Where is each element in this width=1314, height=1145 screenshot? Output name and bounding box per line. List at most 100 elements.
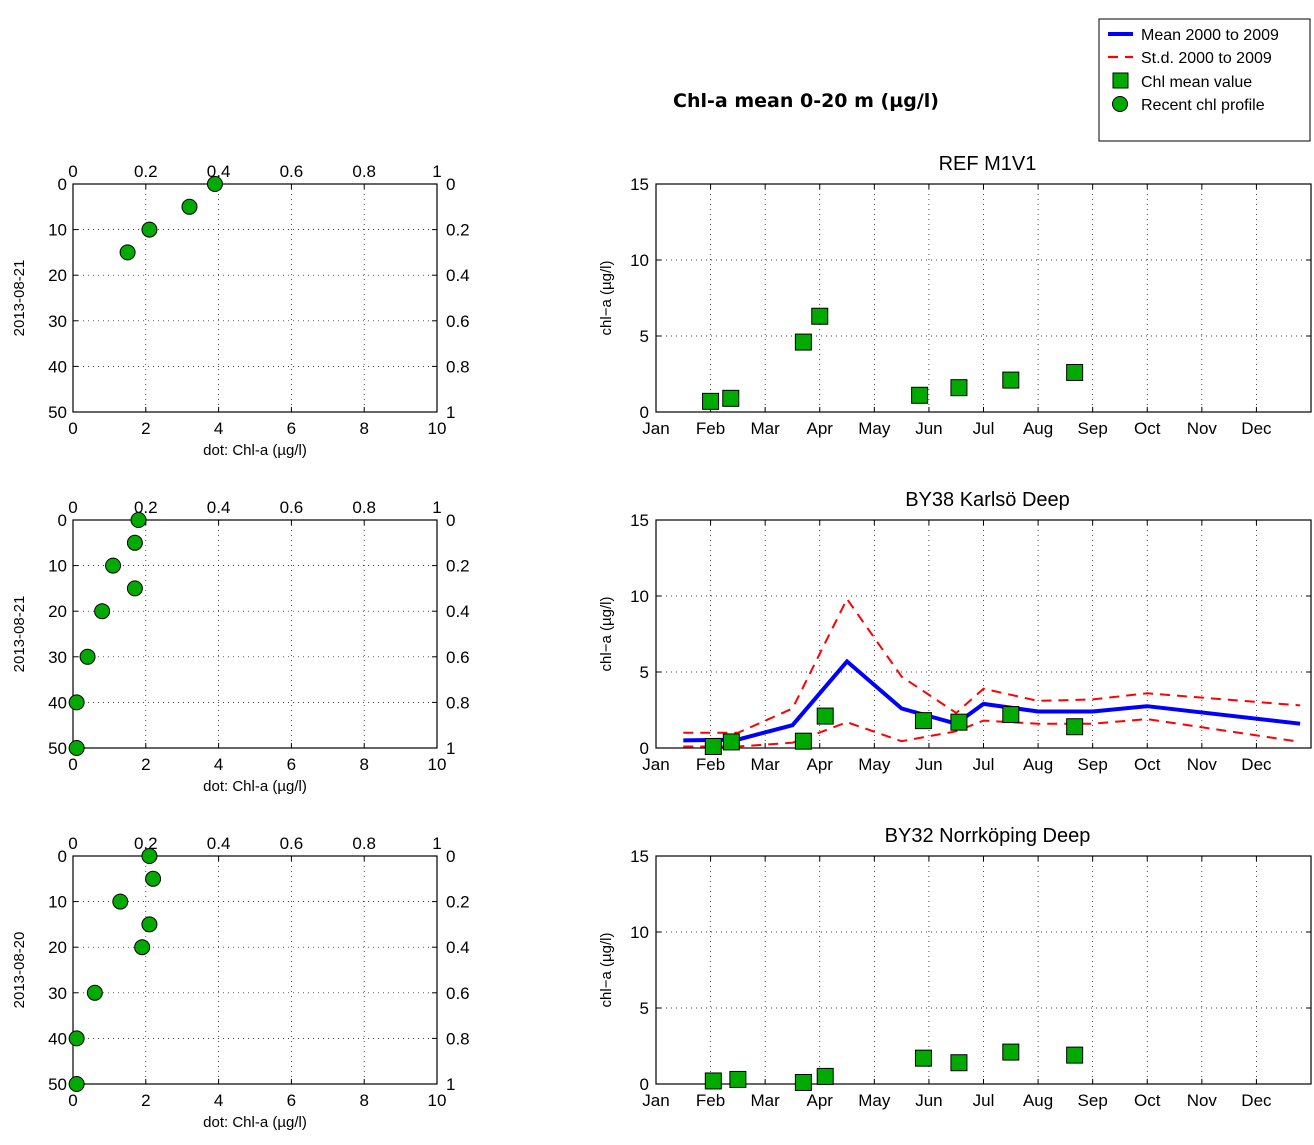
right-y-tick-label: 0.2 (446, 221, 470, 240)
profile-panel-1: 0 2 4 6 8 100 0.2 0.4 0.6 0.8 10102030405000.20.40… (11, 162, 470, 459)
profile-point (112, 893, 129, 910)
top-x-tick-label: 0 (68, 834, 77, 853)
top-x-tick-label: 0 (68, 162, 77, 181)
right-y-tick-label: 1 (446, 739, 455, 758)
x-tick-label: 2 (141, 755, 150, 774)
y-tick-label: 10 (630, 587, 649, 606)
x-tick-label: 6 (287, 419, 296, 438)
y-axis-label: 2013-08-21 (11, 260, 28, 337)
std-upper-line (683, 597, 1301, 734)
top-x-tick-label: 1 (432, 162, 441, 181)
month-tick-label: Sep (1078, 755, 1108, 774)
chl-mean-marker (914, 712, 932, 730)
profile-point (86, 984, 103, 1001)
month-tick-label: Apr (807, 1091, 834, 1110)
right-y-tick-label: 0 (446, 175, 455, 194)
y-tick-label: 20 (48, 602, 67, 621)
x-tick-label: 8 (359, 419, 368, 438)
x-axis-label: dot: Chl-a (µg/l) (203, 778, 307, 795)
chl-mean-marker (816, 1067, 834, 1085)
x-tick-label: 10 (428, 755, 447, 774)
month-tick-label: Jan (642, 419, 669, 438)
chl-mean-marker (729, 1070, 747, 1088)
chl-mean-marker (722, 389, 740, 407)
y-tick-label: 0 (58, 511, 67, 530)
profile-point (141, 916, 158, 933)
month-tick-label: Apr (807, 419, 834, 438)
month-tick-label: Nov (1187, 419, 1218, 438)
legend: Mean 2000 to 2009 St.d. 2000 to 2009 Chl… (1098, 18, 1311, 142)
legend-box (1098, 18, 1311, 142)
chl-mean-marker (794, 1073, 812, 1091)
y-tick-label: 30 (48, 648, 67, 667)
right-y-tick-label: 0.8 (446, 1029, 470, 1048)
x-axis-label: dot: Chl-a (µg/l) (203, 1114, 307, 1131)
month-tick-label: Mar (751, 1091, 781, 1110)
panel-title: BY38 Karlsö Deep (905, 489, 1070, 511)
right-y-tick-label: 1 (446, 403, 455, 422)
x-tick-label: 4 (214, 419, 223, 438)
profile-point (126, 580, 143, 597)
month-tick-label: Nov (1187, 755, 1218, 774)
top-x-tick-label: 0.4 (207, 498, 231, 517)
chl-mean-marker (1002, 706, 1020, 724)
month-tick-label: Apr (807, 755, 834, 774)
top-x-tick-label: 0.2 (134, 162, 158, 181)
x-tick-label: 2 (141, 419, 150, 438)
month-tick-label: Feb (696, 419, 725, 438)
right-y-tick-label: 0.2 (446, 557, 470, 576)
profile-point (134, 939, 151, 956)
y-tick-label: 30 (48, 312, 67, 331)
panel-title: REF M1V1 (939, 153, 1037, 175)
top-x-tick-label: 0.8 (352, 498, 376, 517)
y-tick-label: 5 (640, 663, 649, 682)
profile-point (130, 512, 147, 528)
chl-mean-marker (704, 737, 722, 755)
x-tick-label: 0 (68, 755, 77, 774)
legend-square-label: Chl mean value (1141, 74, 1252, 91)
y-axis-label: chl−a (µg/l) (598, 261, 615, 336)
top-x-tick-label: 0 (68, 498, 77, 517)
chl-mean-marker (794, 732, 812, 750)
top-x-tick-label: 0.6 (280, 834, 304, 853)
y-axis-label: chl−a (µg/l) (598, 597, 615, 672)
y-tick-label: 10 (48, 557, 67, 576)
y-tick-label: 50 (48, 739, 67, 758)
top-x-tick-label: 1 (432, 834, 441, 853)
legend-mean-label: Mean 2000 to 2009 (1141, 27, 1279, 44)
y-tick-label: 15 (630, 511, 649, 530)
y-tick-label: 15 (630, 175, 649, 194)
month-tick-label: Dec (1241, 1091, 1272, 1110)
top-x-tick-label: 0.8 (352, 834, 376, 853)
month-tick-label: Jul (973, 1091, 995, 1110)
profile-point (105, 557, 122, 574)
profile-point (68, 1030, 85, 1047)
right-y-tick-label: 0.4 (446, 938, 470, 957)
y-tick-label: 20 (48, 266, 67, 285)
legend-square-icon (1112, 72, 1129, 89)
axes-frame (72, 183, 438, 413)
chl-mean-marker (914, 1049, 932, 1067)
right-y-tick-label: 0.6 (446, 648, 470, 667)
y-tick-label: 10 (630, 923, 649, 942)
axes-frame (655, 855, 1312, 1085)
top-x-tick-label: 0.8 (352, 162, 376, 181)
y-tick-label: 50 (48, 403, 67, 422)
y-tick-label: 40 (48, 357, 67, 376)
right-y-tick-label: 1 (446, 1075, 455, 1094)
top-x-tick-label: 0.6 (280, 162, 304, 181)
y-tick-label: 10 (630, 251, 649, 270)
y-tick-label: 0 (640, 403, 649, 422)
month-tick-label: Oct (1134, 755, 1161, 774)
axes-frame (72, 519, 438, 749)
right-y-tick-label: 0.2 (446, 893, 470, 912)
top-x-tick-label: 0.6 (280, 498, 304, 517)
month-tick-label: Jun (915, 419, 942, 438)
profile-point (126, 534, 143, 551)
y-tick-label: 15 (630, 847, 649, 866)
profile-point (94, 603, 111, 620)
y-tick-label: 5 (640, 327, 649, 346)
y-tick-label: 30 (48, 984, 67, 1003)
month-tick-label: May (858, 419, 891, 438)
